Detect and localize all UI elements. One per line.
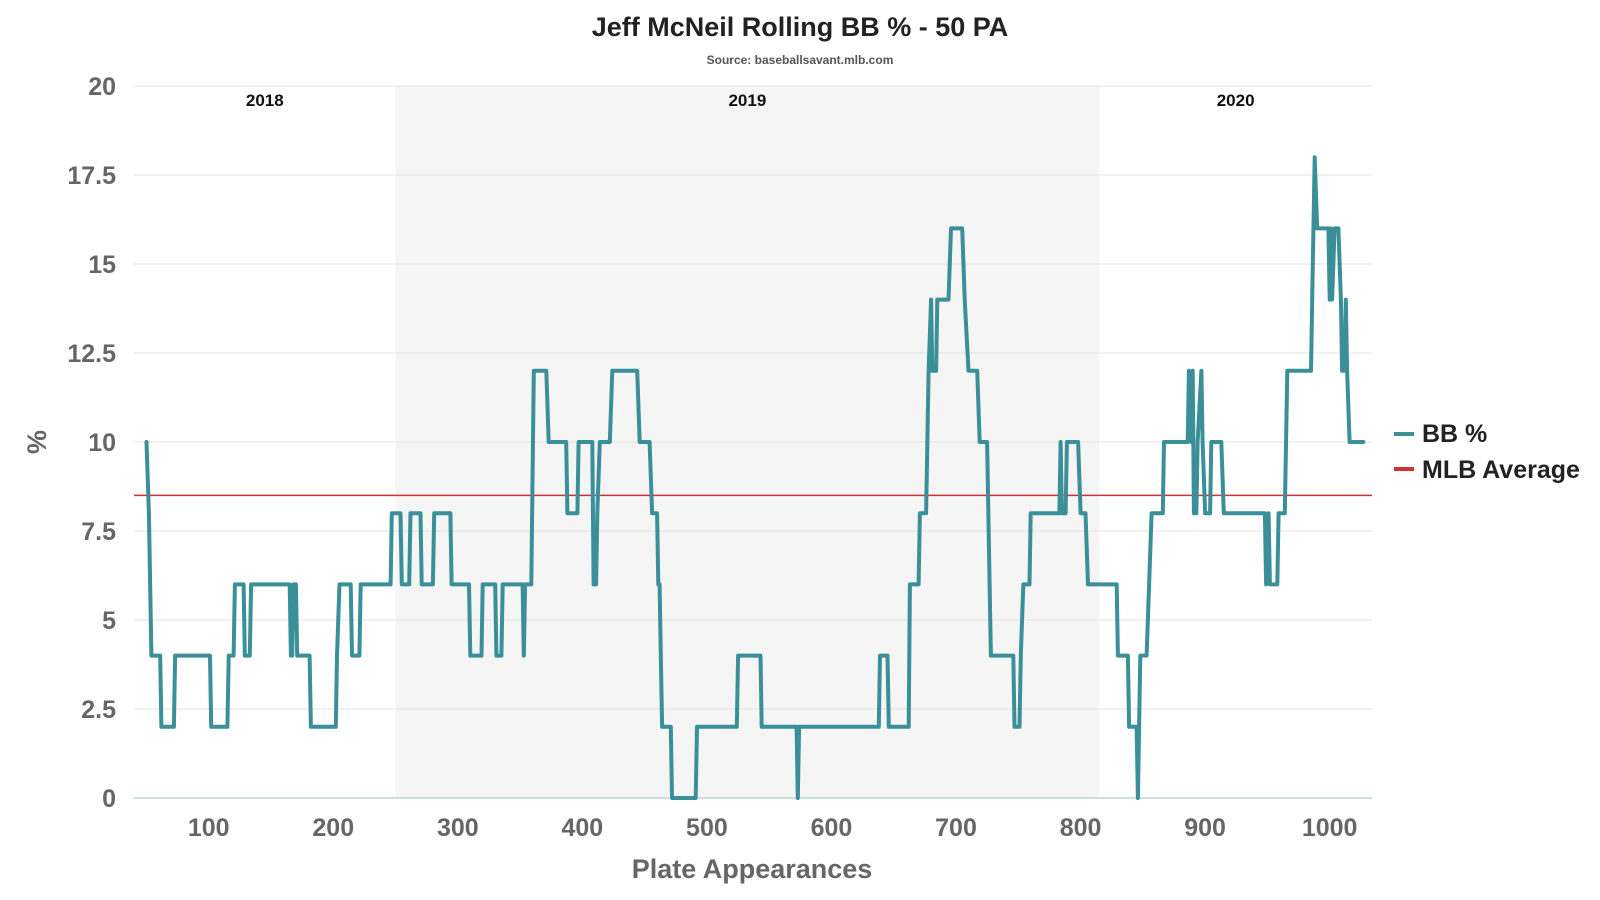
x-tick-label: 500 xyxy=(686,814,728,842)
y-tick-label: 17.5 xyxy=(67,162,116,190)
y-tick-label: 15 xyxy=(88,251,116,279)
y-tick-label: 12.5 xyxy=(67,340,116,368)
season-label-2019: 2019 xyxy=(728,91,766,110)
chart-subtitle: Source: baseballsavant.mlb.com xyxy=(707,53,894,67)
legend-label-mlb-average: MLB Average xyxy=(1422,456,1580,484)
y-tick-label: 5 xyxy=(102,607,116,635)
x-tick-label: 100 xyxy=(188,814,230,842)
legend-swatch-bb xyxy=(1394,432,1414,436)
chart-title: Jeff McNeil Rolling BB % - 50 PA xyxy=(592,12,1009,42)
series-line-bb xyxy=(144,155,1366,800)
y-tick-label: 20 xyxy=(88,73,116,101)
season-label-2018: 2018 xyxy=(246,91,284,110)
y-axis-ticks: 0 2.5 5 7.5 10 12.5 15 17.5 20 xyxy=(67,73,116,813)
x-tick-label: 1000 xyxy=(1302,814,1358,842)
x-tick-label: 300 xyxy=(437,814,479,842)
legend-swatch-mlb-average xyxy=(1394,467,1414,471)
y-tick-label: 10 xyxy=(88,429,116,457)
y-tick-label: 2.5 xyxy=(81,696,116,724)
series-layer xyxy=(134,155,1372,800)
x-axis-title: Plate Appearances xyxy=(632,854,873,884)
y-tick-label: 0 xyxy=(102,785,116,813)
x-tick-label: 400 xyxy=(562,814,604,842)
x-tick-label: 800 xyxy=(1060,814,1102,842)
x-tick-label: 700 xyxy=(935,814,977,842)
x-tick-label: 900 xyxy=(1184,814,1226,842)
legend-label-bb: BB % xyxy=(1422,420,1487,448)
x-tick-label: 200 xyxy=(312,814,354,842)
x-axis-ticks: 100 200 300 400 500 600 700 800 900 1000 xyxy=(188,814,1358,842)
legend: BB % MLB Average xyxy=(1394,420,1580,484)
y-axis-title: % xyxy=(22,430,52,454)
season-label-2020: 2020 xyxy=(1217,91,1255,110)
legend-item-mlb-average: MLB Average xyxy=(1394,456,1580,484)
y-tick-label: 7.5 xyxy=(81,518,116,546)
x-tick-label: 600 xyxy=(811,814,853,842)
legend-item-bb: BB % xyxy=(1394,420,1487,448)
